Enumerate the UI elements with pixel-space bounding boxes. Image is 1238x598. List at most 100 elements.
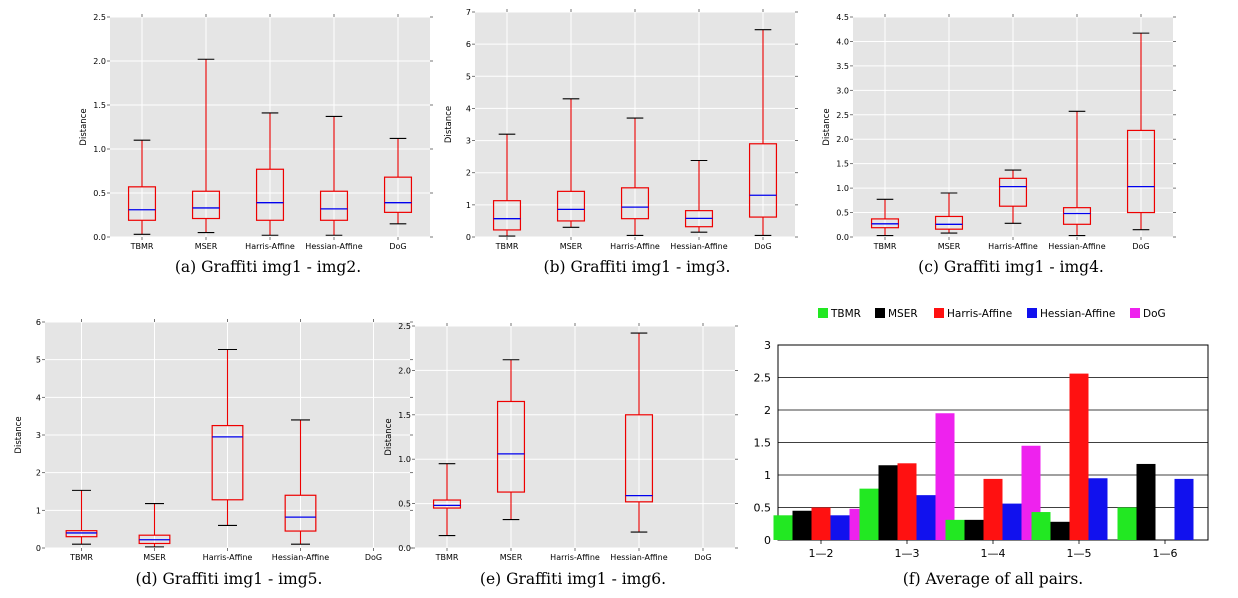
- iqr-box: [998, 177, 1028, 207]
- x-tick-label: TBMR: [873, 242, 897, 251]
- bar-mser-1: [792, 510, 812, 540]
- legend-label: Harris-Affine: [947, 308, 1012, 320]
- iqr-box: [492, 200, 522, 231]
- box-dog: [383, 137, 413, 225]
- y-tick-label: 2.5: [398, 322, 411, 331]
- y-tick-label: 2: [764, 404, 771, 417]
- x-tick-label: 1—6: [1153, 547, 1178, 560]
- iqr-box: [284, 494, 317, 532]
- y-tick-label: 3.0: [836, 86, 849, 95]
- legend-swatch-hessian-affine: [1027, 308, 1037, 318]
- chart-a: 0.0 0.5 1.0 1.5 2.0 2.5 TBMR MSER Harris-Affine H…: [79, 13, 433, 276]
- bar-mser-2: [878, 465, 898, 540]
- x-tick-label: Hessian-Affine: [610, 553, 667, 562]
- y-tick-label: 3: [764, 339, 771, 352]
- y-tick-label: 0: [36, 544, 41, 553]
- y-tick-label: 7: [466, 8, 471, 17]
- legend-swatch-harris-affine: [934, 308, 944, 318]
- iqr-box: [1126, 129, 1156, 214]
- box-tbmr: [432, 463, 462, 537]
- bar-harris-affine-3: [983, 478, 1003, 540]
- y-tick-label: 0.0: [398, 544, 411, 553]
- bar-hessian-affine-2: [916, 495, 936, 540]
- y-tick-label: 0.0: [93, 233, 106, 242]
- x-tick-label: MSER: [143, 553, 166, 562]
- chart-c: 0.0 0.5 1.0 1.5 2.0 2.5 3.0 3.5 4.0 4.5 TBMR MSER Ha…: [822, 13, 1176, 276]
- box-dog: [748, 29, 778, 236]
- y-tick-label: 1.5: [836, 160, 849, 169]
- iqr-box: [748, 143, 778, 218]
- x-tick-label: Harris-Affine: [245, 242, 295, 251]
- legend-label: MSER: [888, 308, 918, 320]
- y-tick-label: 5: [36, 356, 41, 365]
- y-tick-label: 3: [36, 431, 41, 440]
- box-tbmr: [492, 133, 522, 237]
- x-tick-label: Hessian-Affine: [305, 242, 362, 251]
- y-tick-label: 2.5: [836, 111, 849, 120]
- legend-label: DoG: [1143, 308, 1166, 320]
- y-tick-label: 5: [466, 72, 471, 81]
- bar-hessian-affine-1: [830, 515, 850, 540]
- legend-swatch-dog: [1130, 308, 1140, 318]
- y-tick-label: 0.5: [836, 209, 849, 218]
- y-axis-label: Distance: [444, 106, 454, 143]
- box-mser: [934, 192, 964, 234]
- y-tick-label: 1.0: [93, 145, 106, 154]
- y-tick-label: 2.5: [754, 372, 772, 385]
- x-tick-label: MSER: [560, 242, 583, 251]
- y-tick-label: 6: [466, 40, 471, 49]
- y-tick-label: 2.0: [836, 135, 849, 144]
- box-harris-affine: [255, 112, 285, 236]
- y-tick-label: 0: [764, 534, 771, 547]
- iqr-box: [620, 187, 650, 220]
- bar-harris-affine-2: [897, 463, 917, 540]
- y-tick-label: 0.5: [93, 189, 106, 198]
- y-tick-label: 0.5: [754, 502, 772, 515]
- caption: (e) Graffiti img1 - img6.: [480, 570, 666, 588]
- bar-hessian-affine-5: [1174, 478, 1194, 540]
- box-hessian-affine: [1062, 110, 1092, 237]
- x-tick-label: TBMR: [69, 553, 93, 562]
- x-tick-label: DoG: [1132, 242, 1149, 251]
- legend-swatch-tbmr: [818, 308, 828, 318]
- chart-f: 0 0.5 1 1.5 2 2.5 3 1—2 1—3 1—4 1—5 1—6 TBMR MSER Harr…: [754, 308, 1209, 588]
- box-hessian-affine: [684, 159, 714, 233]
- bar-tbmr-1: [773, 515, 793, 540]
- bar-harris-affine-4: [1069, 373, 1089, 540]
- y-axis-label: Distance: [79, 108, 89, 145]
- bar-hessian-affine-4: [1088, 478, 1108, 540]
- box-tbmr: [870, 198, 900, 237]
- iqr-box: [432, 499, 462, 509]
- x-tick-label: 1—2: [809, 547, 834, 560]
- bar-tbmr-5: [1117, 507, 1137, 540]
- x-tick-label: MSER: [500, 553, 523, 562]
- bar-tbmr-4: [1031, 512, 1051, 540]
- box-harris-affine: [998, 169, 1028, 224]
- y-tick-label: 4: [36, 393, 41, 402]
- y-axis-label: Distance: [384, 418, 394, 455]
- iqr-box: [1062, 207, 1092, 225]
- y-tick-label: 1: [36, 506, 41, 515]
- x-tick-label: TBMR: [130, 242, 154, 251]
- box-harris-affine: [620, 117, 650, 236]
- y-tick-label: 3.5: [836, 62, 849, 71]
- bar-mser-4: [1050, 521, 1070, 540]
- x-tick-label: Hessian-Affine: [670, 242, 727, 251]
- y-tick-label: 3: [466, 137, 471, 146]
- x-tick-label: Harris-Affine: [203, 553, 253, 562]
- box-mser: [191, 58, 221, 234]
- iqr-box: [191, 190, 221, 220]
- x-tick-label: DoG: [389, 242, 406, 251]
- y-tick-label: 1.0: [398, 455, 411, 464]
- x-tick-label: 1—5: [1067, 547, 1092, 560]
- x-tick-label: TBMR: [435, 553, 459, 562]
- box-tbmr: [65, 489, 98, 545]
- box-harris-affine: [211, 348, 244, 526]
- y-tick-label: 2: [466, 169, 471, 178]
- legend-swatch-mser: [875, 308, 885, 318]
- iqr-box: [383, 176, 413, 213]
- x-tick-label: Harris-Affine: [988, 242, 1038, 251]
- y-tick-label: 2.5: [93, 13, 106, 22]
- iqr-box: [211, 424, 244, 501]
- y-tick-label: 4.5: [836, 13, 849, 22]
